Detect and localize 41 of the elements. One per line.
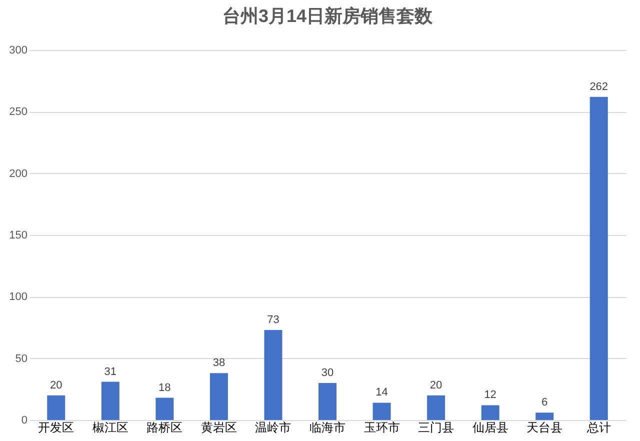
bar [318,383,336,420]
y-tick-label: 150 [9,230,28,242]
y-tick-label: 100 [9,291,28,304]
y-tick-label: 0 [21,414,28,426]
x-tick-label: 总计 [586,420,611,434]
data-label: 262 [590,80,608,93]
data-label: 31 [104,366,117,378]
x-tick-label: 开发区 [38,420,74,434]
data-label: 30 [321,367,334,379]
bar [156,398,174,420]
x-tick-label: 仙居县 [472,420,508,434]
y-tick-label: 200 [9,168,28,180]
y-tick-label: 250 [9,106,28,118]
bar [372,402,391,420]
bar [427,395,446,420]
data-label: 12 [484,389,496,402]
x-tick-label: 黄岩区 [200,420,237,434]
bar [481,405,500,420]
data-label: 20 [50,379,62,392]
x-tick-label: 玉环市 [364,420,400,434]
bar [47,395,66,420]
bar [101,382,120,420]
x-tick-label: 椒江区 [92,420,128,434]
y-tick-label: 50 [15,352,28,365]
data-label: 6 [542,396,548,409]
x-tick-label: 三门县 [418,420,454,434]
x-tick-label: 天台县 [526,420,563,434]
data-label: 20 [430,379,442,392]
bar [536,412,554,420]
x-tick-label: 路桥区 [146,420,183,434]
bar [264,330,282,420]
x-tick-label: 温岭市 [255,420,292,434]
y-tick-label: 300 [9,44,28,56]
data-label: 73 [267,314,280,326]
data-label: 38 [212,357,226,370]
bar [590,96,608,420]
x-tick-label: 临海市 [310,420,346,434]
chart-title: 台州3月14日新房销售套数 [222,6,434,26]
data-label: 14 [376,386,388,399]
bar [210,373,228,420]
data-label: 18 [158,382,171,394]
